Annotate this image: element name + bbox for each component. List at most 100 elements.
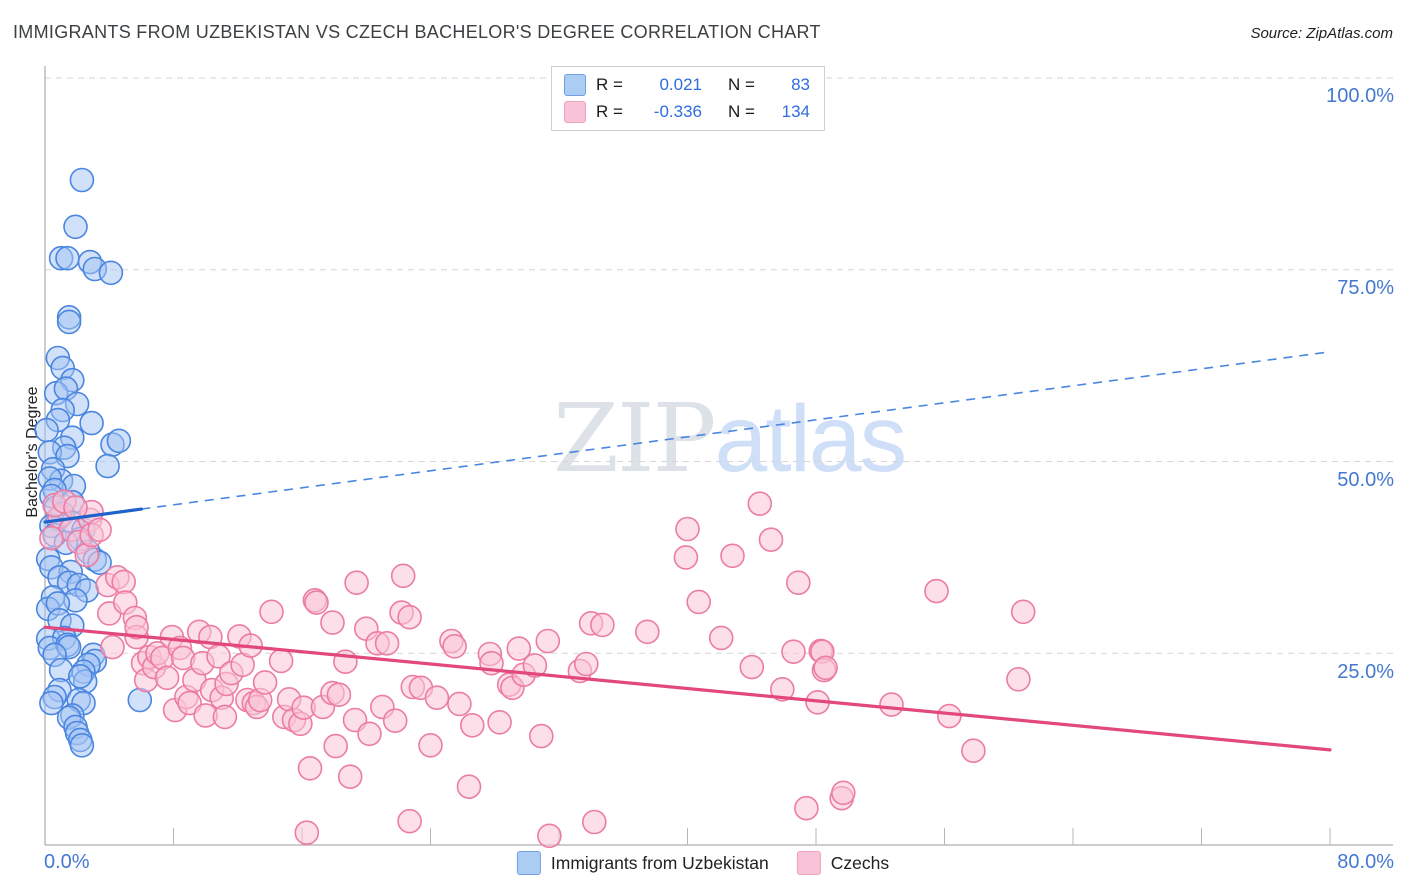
scatter-point-czechs (936, 703, 962, 729)
series-legend: Immigrants from Uzbekistan Czechs (516, 851, 889, 875)
scatter-point-czechs (320, 610, 345, 635)
watermark-zip: ZIP (553, 384, 716, 494)
y-tick-label-75: 75.0% (1337, 277, 1394, 299)
scatter-point-czechs (758, 527, 784, 553)
scatter-point-czechs (535, 628, 561, 654)
scatter-point-uzbekistan (55, 245, 80, 271)
scatter-point-czechs (357, 721, 382, 747)
scatter-point-uzbekistan (69, 167, 95, 193)
scatter-point-czechs (506, 636, 532, 661)
scatter-point-czechs (268, 648, 294, 674)
scatter-point-czechs (781, 639, 806, 665)
scatter-point-czechs (924, 578, 949, 604)
scatter-point-czechs (297, 755, 323, 781)
scatter-point-uzbekistan (106, 428, 132, 454)
scatter-point-czechs (442, 633, 467, 659)
scatter-point-czechs (124, 614, 149, 640)
scatter-point-czechs (813, 655, 838, 681)
y-tick-label-25: 25.0% (1337, 661, 1394, 683)
scatter-point-czechs (212, 704, 238, 730)
scatter-point-czechs (304, 590, 329, 615)
scatter-point-czechs (879, 692, 904, 717)
r-value-blue: 0.021 (659, 75, 702, 94)
n-label: N = (728, 102, 755, 121)
n-value-blue: 83 (791, 75, 810, 94)
scatter-point-czechs (675, 516, 700, 542)
scatter-point-czechs (794, 795, 819, 821)
scatter-point-czechs (252, 670, 278, 695)
r-label: R = (596, 102, 623, 121)
scatter-point-czechs (487, 709, 512, 735)
scatter-point-czechs (397, 808, 422, 834)
scatter-point-uzbekistan (39, 690, 64, 716)
scatter-point-czechs (397, 604, 422, 630)
legend-row-czechs: R = -0.336 N = 134 (564, 101, 810, 123)
y-tick-label-50: 50.0% (1337, 469, 1394, 491)
scatter-point-czechs (294, 820, 320, 846)
blue-series-swatch (516, 851, 541, 875)
trendline-czechs (43, 625, 1332, 752)
n-value-pink: 134 (781, 102, 810, 121)
pink-series-swatch (796, 851, 821, 875)
blue-series-swatch (564, 74, 586, 96)
scatter-point-czechs (785, 570, 811, 596)
legend-item-uzbekistan: Immigrants from Uzbekistan (516, 851, 769, 875)
scatter-point-uzbekistan (98, 260, 124, 286)
trendline-uzbekistan (43, 507, 143, 524)
scatter-point-czechs (374, 630, 400, 656)
zipatlas-watermark: ZIPatlas (553, 392, 907, 487)
scatter-point-czechs (522, 653, 548, 678)
scatter-point-uzbekistan (34, 417, 59, 443)
scatter-point-czechs (708, 625, 734, 651)
scatter-point-czechs (447, 691, 472, 717)
scatter-point-uzbekistan (56, 309, 82, 335)
scatter-point-czechs (720, 543, 745, 569)
scatter-point-czechs (573, 651, 599, 677)
scatter-point-czechs (326, 682, 352, 708)
legend-item-czechs: Czechs (796, 851, 889, 875)
r-label: R = (596, 75, 623, 94)
scatter-point-czechs (537, 823, 562, 849)
scatter-point-uzbekistan (68, 663, 93, 689)
scatter-point-czechs (634, 619, 660, 645)
x-tick-label-max: 80.0% (1337, 851, 1394, 873)
watermark-atlas: atlas (714, 386, 907, 492)
scatter-point-czechs (830, 780, 856, 806)
scatter-point-czechs (382, 708, 408, 734)
scatter-point-czechs (154, 665, 180, 691)
scatter-point-czechs (686, 589, 712, 615)
scatter-point-czechs (39, 525, 64, 551)
x-tick-label-min: 0.0% (44, 851, 90, 873)
scatter-point-czechs (1006, 666, 1031, 692)
scatter-point-uzbekistan (95, 453, 120, 479)
y-tick-label-100: 100.0% (1326, 85, 1394, 107)
correlation-legend: R = 0.021 N = 83 R = -0.336 N = 134 (551, 66, 825, 131)
scatter-point-czechs (390, 563, 416, 589)
scatter-point-czechs (74, 542, 100, 568)
pink-series-swatch (564, 101, 586, 123)
scatter-point-czechs (961, 738, 986, 764)
scatter-point-uzbekistan (79, 410, 104, 436)
scatter-point-uzbekistan (63, 214, 88, 240)
scatter-point-czechs (456, 774, 482, 800)
scatter-point-czechs (528, 723, 554, 749)
legend-item-label: Immigrants from Uzbekistan (550, 852, 769, 873)
scatter-point-czechs (344, 570, 369, 596)
scatter-point-czechs (111, 569, 136, 595)
scatter-point-czechs (459, 712, 485, 738)
scatter-point-czechs (259, 599, 284, 625)
scatter-point-czechs (1010, 599, 1036, 625)
n-label: N = (728, 75, 755, 94)
scatter-point-czechs (769, 676, 795, 702)
page-title: IMMIGRANTS FROM UZBEKISTAN VS CZECH BACH… (13, 22, 821, 42)
scatter-point-czechs (418, 732, 443, 758)
scatter-point-czechs (424, 685, 450, 711)
scatter-point-czechs (87, 517, 112, 543)
scatter-point-czechs (673, 545, 699, 570)
scatter-point-czechs (100, 634, 125, 660)
scatter-point-czechs (739, 654, 765, 680)
trendline-extension-uzbekistan (141, 351, 1331, 510)
source-attribution: Source: ZipAtlas.com (1250, 25, 1393, 42)
